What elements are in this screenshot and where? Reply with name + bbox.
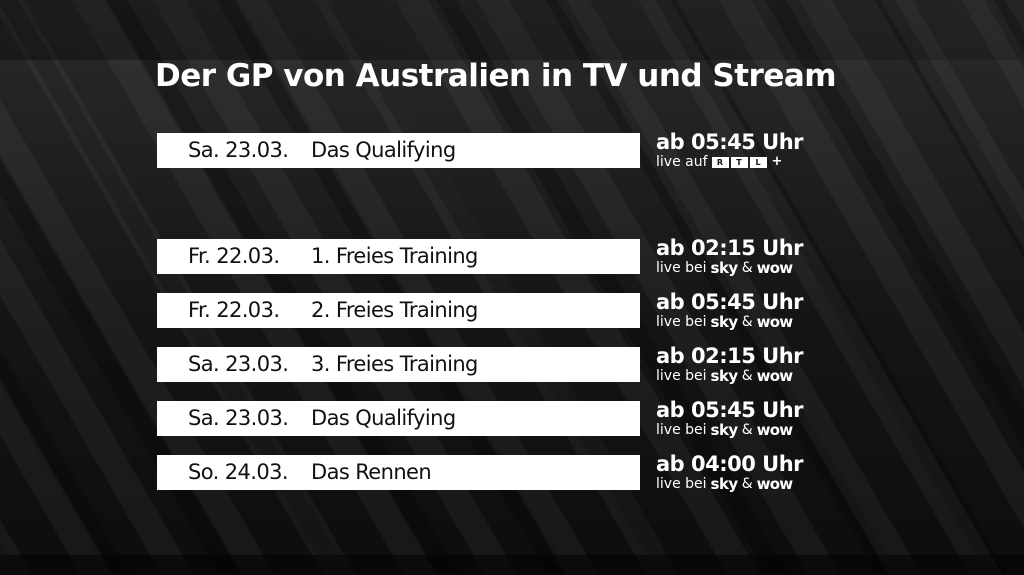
schedule-event: 2. Freies Training [311,298,478,322]
rtl-plus-logo: R T L + [711,154,783,170]
ampersand: & [741,368,753,384]
live-prefix: live bei [656,260,707,276]
sky-logo: sky [710,367,739,385]
live-prefix: live bei [656,476,707,492]
schedule-date: Fr. 22.03. [188,298,280,322]
schedule-event: Das Qualifying [311,138,456,162]
broadcaster-line: live bei sky & wow [656,314,856,330]
rtl-logo-plus: + [771,154,783,169]
page-title: Der GP von Australien in TV und Stream [155,58,837,94]
schedule-bar: Fr. 22.03. 1. Freies Training [157,239,640,274]
start-time: ab 05:45 Uhr [656,398,804,422]
bottom-band [0,555,1024,575]
schedule-event: 3. Freies Training [311,352,478,376]
start-time: ab 05:45 Uhr [656,290,804,314]
rtl-logo-letter: T [730,156,748,168]
schedule-event: Das Rennen [311,460,432,484]
ampersand: & [741,260,753,276]
broadcast-info-rtl: ab 05:45 Uhr live auf R T L + [656,131,856,170]
start-time: ab 04:00 Uhr [656,452,804,476]
start-time: ab 05:45 Uhr [656,130,804,154]
broadcast-info: ab 04:00 Uhr live bei sky & wow [656,453,856,492]
wow-logo: wow [756,313,793,331]
top-band [0,0,1024,60]
start-time: ab 02:15 Uhr [656,236,804,260]
ampersand: & [741,314,753,330]
schedule-bar: So. 24.03. Das Rennen [157,455,640,490]
schedule-bar: Sa. 23.03. 3. Freies Training [157,347,640,382]
schedule-bar: Sa. 23.03. Das Qualifying [157,401,640,436]
broadcaster-line: live bei sky & wow [656,260,856,276]
schedule-date: Sa. 23.03. [188,138,289,162]
wow-logo: wow [756,475,793,493]
schedule-date: Sa. 23.03. [188,406,289,430]
broadcast-info: ab 02:15 Uhr live bei sky & wow [656,345,856,384]
wow-logo: wow [756,259,793,277]
sky-logo: sky [710,313,739,331]
broadcaster-line: live bei sky & wow [656,368,856,384]
ampersand: & [741,476,753,492]
start-time: ab 02:15 Uhr [656,344,804,368]
broadcaster-line: live bei sky & wow [656,422,856,438]
schedule-bar-rtl: Sa. 23.03. Das Qualifying [157,133,640,168]
live-prefix: live bei [656,422,707,438]
schedule-date: Sa. 23.03. [188,352,289,376]
schedule-date: Fr. 22.03. [188,244,280,268]
schedule-event: Das Qualifying [311,406,456,430]
broadcast-info: ab 02:15 Uhr live bei sky & wow [656,237,856,276]
rtl-logo-letter: R [711,156,729,168]
live-prefix: live auf [656,154,708,170]
broadcast-info: ab 05:45 Uhr live bei sky & wow [656,399,856,438]
schedule-date: So. 24.03. [188,460,289,484]
schedule-bar: Fr. 22.03. 2. Freies Training [157,293,640,328]
ampersand: & [741,422,753,438]
schedule-event: 1. Freies Training [311,244,478,268]
live-prefix: live bei [656,314,707,330]
live-prefix: live bei [656,368,707,384]
wow-logo: wow [756,421,793,439]
broadcaster-line: live bei sky & wow [656,476,856,492]
sky-logo: sky [710,475,739,493]
wow-logo: wow [756,367,793,385]
rtl-logo-letter: L [749,156,767,168]
sky-logo: sky [710,259,739,277]
broadcaster-line: live auf R T L + [656,154,856,170]
broadcast-info: ab 05:45 Uhr live bei sky & wow [656,291,856,330]
sky-logo: sky [710,421,739,439]
